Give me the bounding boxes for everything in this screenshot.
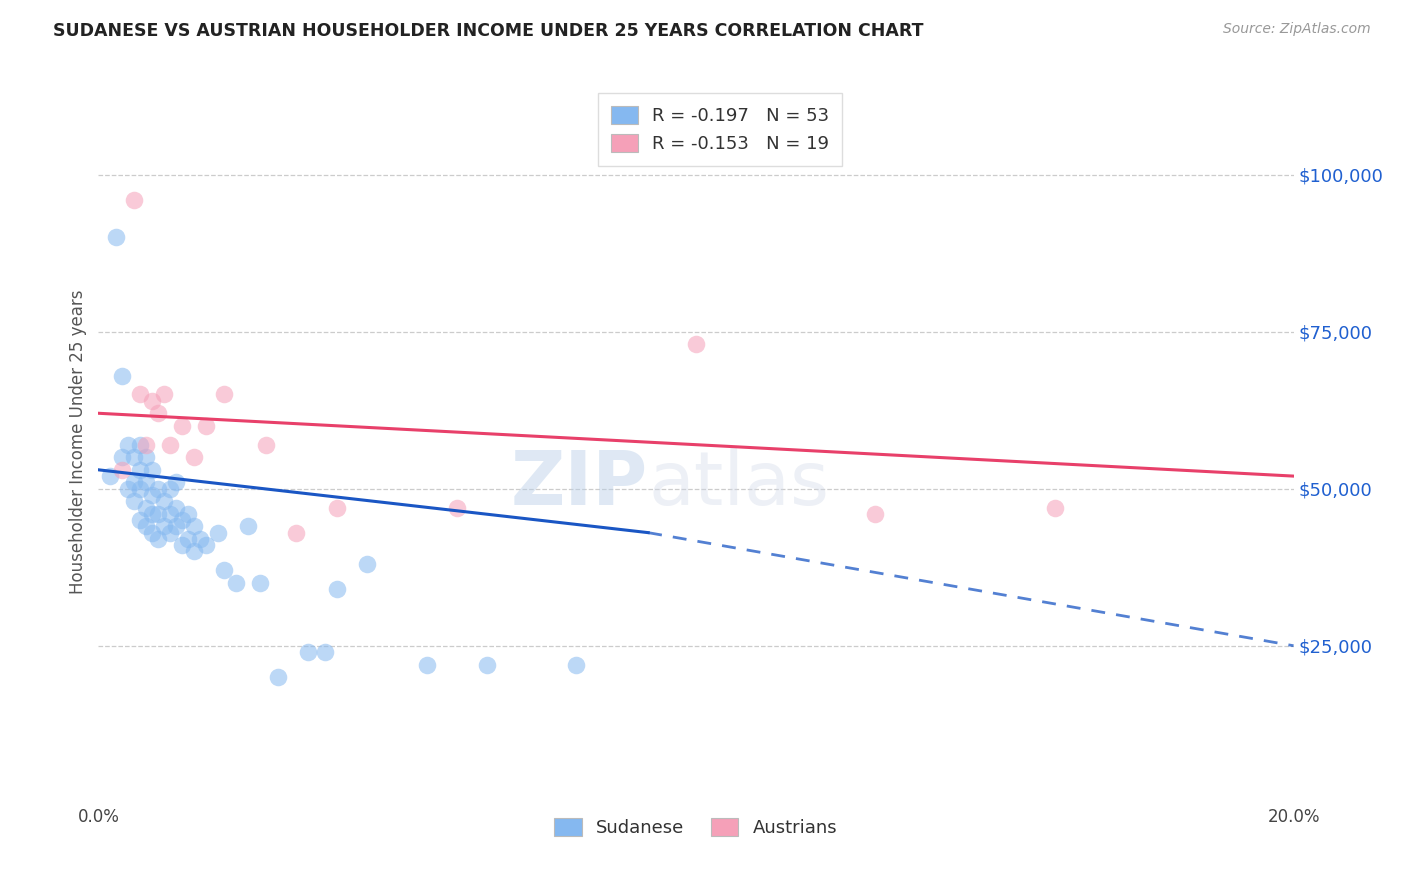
Point: [326, 500, 349, 515]
Point: [129, 482, 152, 496]
Point: [117, 482, 139, 496]
Point: [135, 500, 157, 515]
Point: [565, 657, 588, 672]
Point: [129, 463, 152, 477]
Point: [98, 469, 122, 483]
Point: [148, 507, 170, 521]
Point: [254, 438, 277, 452]
Point: [172, 513, 194, 527]
Point: [326, 582, 349, 597]
Point: [297, 645, 319, 659]
Point: [225, 575, 247, 590]
Y-axis label: Householder Income Under 25 years: Householder Income Under 25 years: [69, 289, 87, 594]
Point: [183, 544, 205, 558]
Point: [475, 657, 498, 672]
Point: [165, 475, 187, 490]
Point: [212, 387, 235, 401]
Point: [141, 507, 163, 521]
Point: [416, 657, 439, 672]
Point: [148, 532, 170, 546]
Point: [212, 563, 235, 577]
Point: [129, 513, 152, 527]
Point: [124, 475, 146, 490]
Point: [141, 393, 163, 408]
Point: [135, 475, 157, 490]
Point: [446, 500, 468, 515]
Point: [685, 337, 707, 351]
Point: [236, 519, 259, 533]
Point: [129, 387, 152, 401]
Text: ZIP: ZIP: [510, 449, 648, 522]
Point: [183, 450, 205, 465]
Point: [188, 532, 211, 546]
Point: [135, 438, 157, 452]
Point: [195, 418, 218, 433]
Point: [105, 230, 128, 244]
Point: [177, 507, 200, 521]
Point: [124, 193, 146, 207]
Point: [315, 645, 337, 659]
Text: SUDANESE VS AUSTRIAN HOUSEHOLDER INCOME UNDER 25 YEARS CORRELATION CHART: SUDANESE VS AUSTRIAN HOUSEHOLDER INCOME …: [53, 22, 924, 40]
Point: [159, 525, 181, 540]
Point: [195, 538, 218, 552]
Point: [148, 406, 170, 420]
Point: [865, 507, 887, 521]
Legend: Sudanese, Austrians: Sudanese, Austrians: [547, 811, 845, 845]
Text: atlas: atlas: [648, 449, 830, 522]
Point: [111, 368, 134, 383]
Point: [356, 557, 378, 571]
Point: [177, 532, 200, 546]
Point: [249, 575, 271, 590]
Point: [129, 438, 152, 452]
Point: [124, 450, 146, 465]
Point: [159, 482, 181, 496]
Point: [141, 525, 163, 540]
Point: [148, 482, 170, 496]
Point: [135, 519, 157, 533]
Point: [153, 387, 176, 401]
Point: [284, 525, 307, 540]
Point: [165, 500, 187, 515]
Point: [141, 488, 163, 502]
Point: [153, 519, 176, 533]
Point: [267, 670, 290, 684]
Point: [159, 438, 181, 452]
Point: [159, 507, 181, 521]
Point: [141, 463, 163, 477]
Point: [124, 494, 146, 508]
Point: [117, 438, 139, 452]
Point: [153, 494, 176, 508]
Point: [207, 525, 229, 540]
Point: [111, 450, 134, 465]
Point: [111, 463, 134, 477]
Point: [1043, 500, 1066, 515]
Point: [135, 450, 157, 465]
Text: Source: ZipAtlas.com: Source: ZipAtlas.com: [1223, 22, 1371, 37]
Point: [172, 418, 194, 433]
Point: [172, 538, 194, 552]
Point: [183, 519, 205, 533]
Point: [165, 519, 187, 533]
